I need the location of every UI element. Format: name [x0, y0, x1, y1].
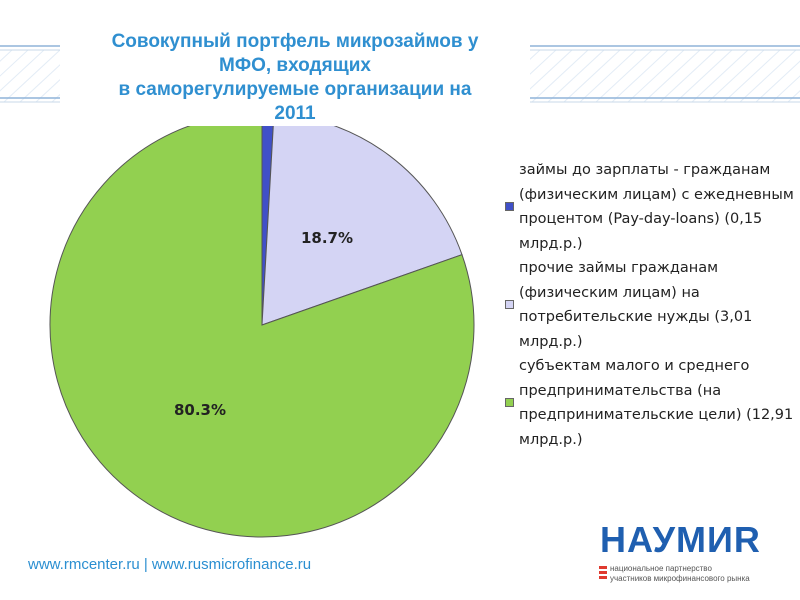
chart-legend: займы до зарплаты - гражданам (физически… [505, 158, 795, 452]
logo-subtitle: национальное партнерство участников микр… [610, 564, 750, 584]
pie-slice [49, 112, 475, 538]
legend-item: прочие займы гражданам (физическим лицам… [505, 256, 795, 354]
header-hatch [675, 49, 733, 103]
footer-links[interactable]: www.rmcenter.ru | www.rusmicrofinance.ru [28, 556, 312, 573]
logo-subtitle-line: национальное партнерство [610, 564, 712, 573]
header-hatch [579, 49, 637, 103]
header-hatch [0, 49, 13, 62]
slice-data-label: 80.3% [174, 401, 226, 419]
pie-slices [49, 112, 475, 538]
header-hatch [787, 90, 800, 103]
header-hatch [0, 49, 45, 92]
header-hatch [595, 49, 653, 103]
logo-subtitle-line: участников микрофинансового рынка [610, 574, 750, 583]
header-hatch [3, 49, 61, 103]
legend-label: займы до зарплаты - гражданам (физически… [519, 162, 794, 252]
header-hatch [691, 49, 749, 103]
header-hatch [771, 75, 800, 103]
legend-item: займы до зарплаты - гражданам (физически… [505, 158, 795, 256]
header-hatch [563, 49, 621, 103]
header-hatch [643, 49, 701, 103]
logo-flag-icon [599, 566, 607, 581]
header-hatch [611, 49, 669, 103]
naumir-logo: НАУМИR национальное партнерство участник… [596, 520, 786, 592]
header-hatch [755, 60, 800, 103]
legend-item: субъектам малого и среднего предпринимат… [505, 354, 795, 452]
header-hatch [707, 49, 765, 103]
header-hatch [531, 49, 589, 103]
legend-label: субъектам малого и среднего предпринимат… [519, 358, 794, 448]
legend-swatch [505, 398, 514, 407]
chart-title-line: 2011 [274, 103, 316, 124]
chart-title-line: Совокупный портфель микрозаймов у [111, 31, 479, 52]
chart-title: Совокупный портфель микрозаймов у МФО, в… [60, 30, 530, 126]
logo-wordmark: НАУМИR [600, 519, 761, 560]
header-hatch [739, 49, 797, 103]
legend-swatch [505, 202, 514, 211]
header-hatch [723, 49, 781, 103]
header-hatch [659, 49, 717, 103]
header-hatch [547, 49, 605, 103]
chart-title-line: МФО, входящих [219, 55, 371, 76]
header-hatch [0, 49, 29, 77]
slice-data-label: 18.7% [301, 229, 353, 247]
legend-label: прочие займы гражданам (физическим лицам… [519, 260, 753, 350]
header-hatch [627, 49, 685, 103]
legend-swatch [505, 300, 514, 309]
chart-title-line: в саморегулируемые организации на [118, 79, 472, 100]
